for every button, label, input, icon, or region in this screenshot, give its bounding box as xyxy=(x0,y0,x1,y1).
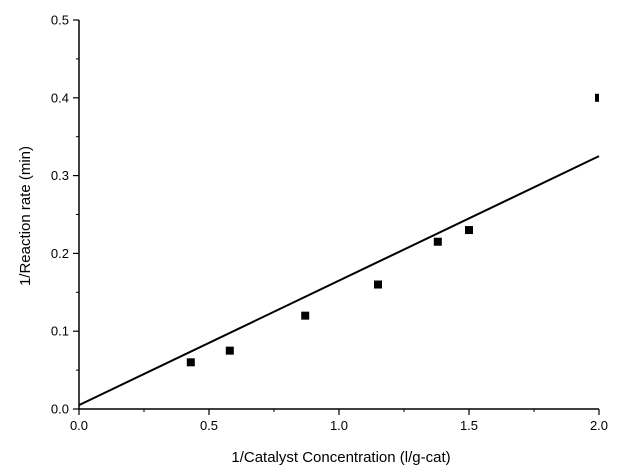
x-axis-title: 1/Catalyst Concentration (l/g-cat) xyxy=(231,449,450,466)
y-tick-label: 0.5 xyxy=(51,13,69,28)
data-point xyxy=(225,346,234,355)
plot-area: 0.0 0.5 1.0 1.5 2.0 0.0 0.1 0.2 0.3 0.4 0.5 xyxy=(51,13,608,434)
y-tick-label: 0.1 xyxy=(51,324,69,339)
data-point xyxy=(374,280,382,289)
data-points xyxy=(186,93,599,367)
x-tick-label: 2.0 xyxy=(590,418,608,433)
y-axis-ticks: 0.0 0.1 0.2 0.3 0.4 0.5 xyxy=(51,13,79,417)
data-point xyxy=(301,311,310,320)
y-tick-label: 0.0 xyxy=(51,402,69,417)
data-point xyxy=(465,226,473,235)
y-axis-title: 1/Reaction rate (min) xyxy=(17,146,34,286)
x-tick-label: 0.0 xyxy=(70,418,88,433)
data-point xyxy=(186,358,195,367)
x-tick-label: 0.5 xyxy=(200,418,218,433)
fit-line xyxy=(78,155,600,407)
x-axis-ticks: 0.0 0.5 1.0 1.5 2.0 xyxy=(70,409,608,433)
y-tick-label: 0.4 xyxy=(51,90,69,105)
data-point xyxy=(433,237,442,246)
data-point xyxy=(595,93,599,102)
x-tick-label: 1.0 xyxy=(330,418,348,433)
x-tick-label: 1.5 xyxy=(460,418,478,433)
y-tick-label: 0.2 xyxy=(51,246,69,261)
y-tick-label: 0.3 xyxy=(51,168,69,183)
